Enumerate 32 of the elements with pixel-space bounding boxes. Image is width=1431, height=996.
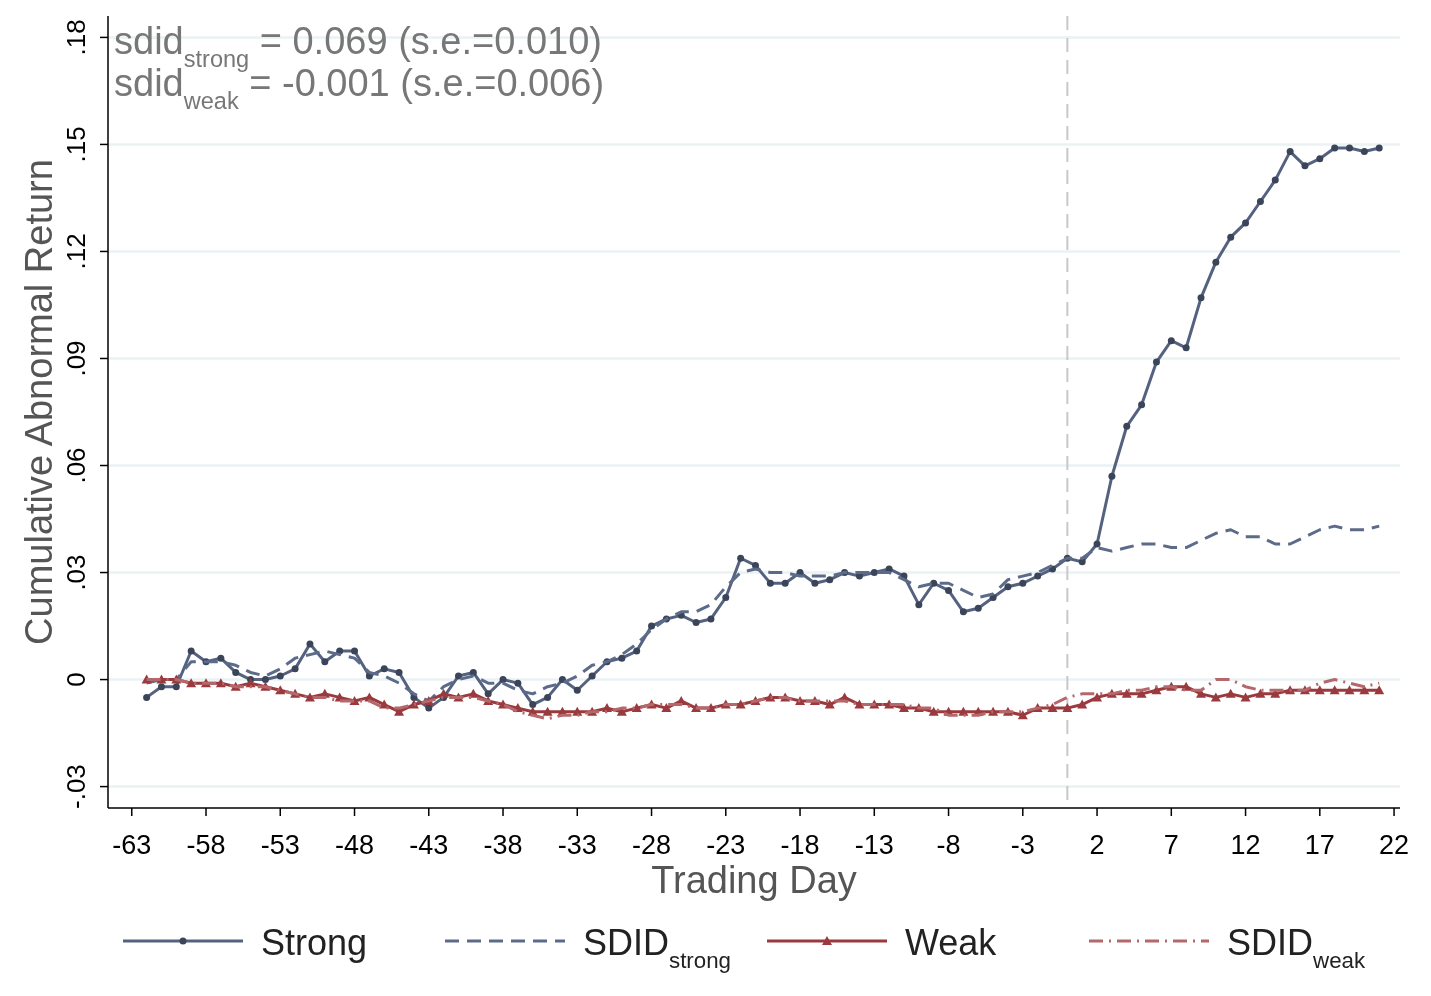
y-tick-label: .03 <box>60 554 91 591</box>
x-tick-label: -33 <box>557 830 597 860</box>
x-tick-label: 22 <box>1379 830 1410 860</box>
x-axis-title: Trading Day <box>651 859 857 901</box>
x-tick-label: -18 <box>780 830 820 860</box>
x-tick-label: -28 <box>632 830 672 860</box>
x-tick-label: -3 <box>1010 830 1035 860</box>
x-tick-label: 2 <box>1089 830 1105 860</box>
y-axis-title: Cumulative Abnormal Return <box>18 159 60 645</box>
x-tick-label: -53 <box>260 830 300 860</box>
y-tick-label: .12 <box>60 233 91 270</box>
x-tick-label: -63 <box>112 830 152 860</box>
legend-label: SDID$_{weak}$ <box>1227 922 1366 973</box>
y-tick-label: .15 <box>60 126 91 163</box>
x-tick-label: -8 <box>936 830 961 860</box>
x-tick-label: -58 <box>186 830 226 860</box>
x-tick-label: -38 <box>483 830 523 860</box>
legend-label: SDID$_{strong}$ <box>583 922 732 973</box>
x-tick-label: 7 <box>1163 830 1179 860</box>
x-tick-label: 17 <box>1304 830 1335 860</box>
x-tick-label: -23 <box>706 830 746 860</box>
y-tick-label: -.03 <box>60 764 91 809</box>
x-tick-label: -13 <box>854 830 894 860</box>
y-tick-label: .18 <box>60 19 91 56</box>
x-tick-label: -48 <box>335 830 375 860</box>
legend-label: Strong <box>261 922 368 963</box>
y-tick-label: 0 <box>60 672 91 687</box>
y-tick-label: .09 <box>60 340 91 377</box>
x-tick-label: -43 <box>409 830 449 860</box>
legend-label: Weak <box>905 922 998 963</box>
y-tick-label: .06 <box>60 447 91 484</box>
x-tick-label: 12 <box>1230 830 1261 860</box>
